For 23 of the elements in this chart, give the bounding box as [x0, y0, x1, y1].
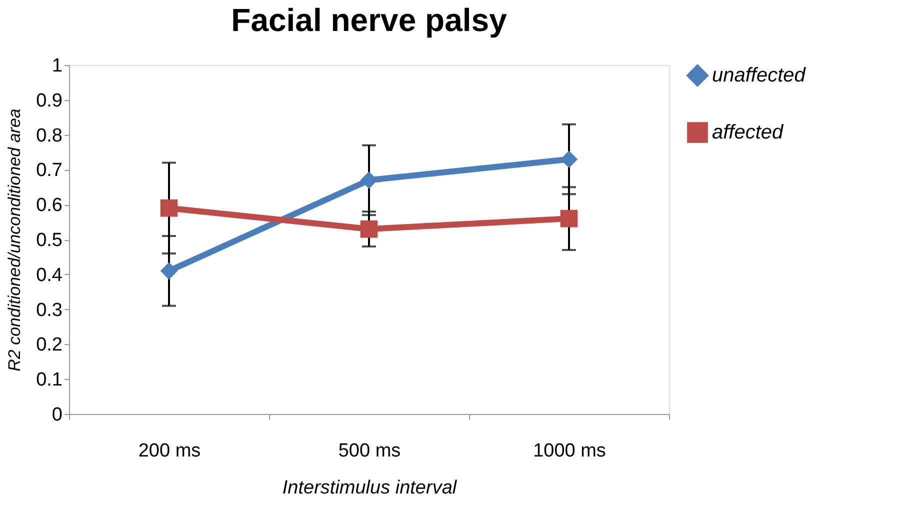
chart-title: Facial nerve palsy	[231, 2, 508, 38]
y-tick-label: 0	[52, 404, 62, 426]
y-tick-label: 0.8	[36, 125, 62, 146]
point	[560, 210, 578, 228]
y-tick-label: 0.1	[36, 370, 62, 391]
y-axis-title: R2 conditioned/unconditioned area	[5, 108, 24, 372]
point	[360, 220, 378, 238]
x-tick-label: 1000 ms	[533, 440, 606, 462]
point	[160, 199, 178, 217]
y-tick-label: 0.2	[36, 334, 62, 356]
legend-label: unaffected	[712, 64, 806, 86]
x-tick-label: 500 ms	[338, 440, 401, 462]
point	[160, 262, 178, 280]
legend-label: affected	[712, 122, 784, 144]
y-tick-label: 0.4	[36, 264, 63, 286]
y-tick-label: 0.3	[36, 300, 62, 321]
x-tick-label: 200 ms	[138, 440, 201, 462]
y-tick-label: 0.7	[36, 160, 62, 182]
y-tick-label: 0.5	[36, 230, 62, 251]
y-tick-label: 1	[52, 56, 62, 76]
x-axis-title: Interstimulus interval	[282, 478, 458, 498]
y-tick-label: 0.6	[36, 195, 62, 216]
y-tick-label: 0.9	[36, 90, 62, 112]
